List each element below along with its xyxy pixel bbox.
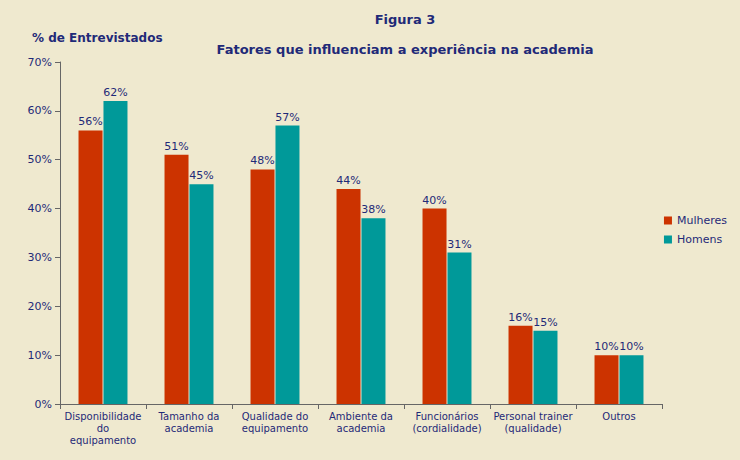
svg-text:60%: 60%	[28, 104, 52, 117]
svg-text:56%: 56%	[78, 115, 102, 128]
svg-text:% de Entrevistados: % de Entrevistados	[32, 31, 163, 45]
svg-text:equipamento: equipamento	[70, 435, 136, 446]
svg-text:57%: 57%	[275, 111, 299, 124]
svg-text:15%: 15%	[533, 316, 557, 329]
svg-text:51%: 51%	[164, 140, 188, 153]
svg-text:40%: 40%	[422, 194, 446, 207]
svg-text:do: do	[97, 423, 109, 434]
svg-text:44%: 44%	[336, 174, 360, 187]
svg-text:Figura 3: Figura 3	[375, 12, 436, 27]
svg-text:(qualidade): (qualidade)	[504, 423, 561, 434]
svg-text:academia: academia	[165, 423, 214, 434]
svg-text:Personal trainer: Personal trainer	[493, 411, 573, 422]
svg-text:Disponibilidade: Disponibilidade	[65, 411, 142, 422]
svg-text:31%: 31%	[447, 238, 471, 251]
svg-text:70%: 70%	[28, 56, 52, 69]
svg-text:45%: 45%	[189, 169, 213, 182]
svg-text:Outros: Outros	[602, 411, 635, 422]
svg-text:academia: academia	[337, 423, 386, 434]
svg-text:40%: 40%	[28, 202, 52, 215]
svg-text:50%: 50%	[28, 153, 52, 166]
svg-text:38%: 38%	[361, 203, 385, 216]
svg-text:Tamanho da: Tamanho da	[158, 411, 220, 422]
svg-text:(cordialidade): (cordialidade)	[412, 423, 481, 434]
svg-text:Qualidade do: Qualidade do	[242, 411, 309, 422]
svg-text:equipamento: equipamento	[242, 423, 308, 434]
svg-text:10%: 10%	[594, 340, 618, 353]
svg-text:Fatores que influenciam a expe: Fatores que influenciam a experiência na…	[217, 42, 594, 57]
svg-text:30%: 30%	[28, 251, 52, 264]
svg-text:20%: 20%	[28, 300, 52, 313]
svg-text:Ambiente da: Ambiente da	[329, 411, 393, 422]
svg-text:Mulheres: Mulheres	[677, 214, 727, 227]
svg-text:10%: 10%	[28, 349, 52, 362]
svg-text:Funcionários: Funcionários	[416, 411, 479, 422]
svg-text:48%: 48%	[250, 154, 274, 167]
svg-text:0%: 0%	[35, 398, 52, 411]
svg-text:10%: 10%	[619, 340, 643, 353]
svg-text:62%: 62%	[103, 86, 127, 99]
svg-text:16%: 16%	[508, 311, 532, 324]
svg-text:Homens: Homens	[677, 233, 722, 246]
